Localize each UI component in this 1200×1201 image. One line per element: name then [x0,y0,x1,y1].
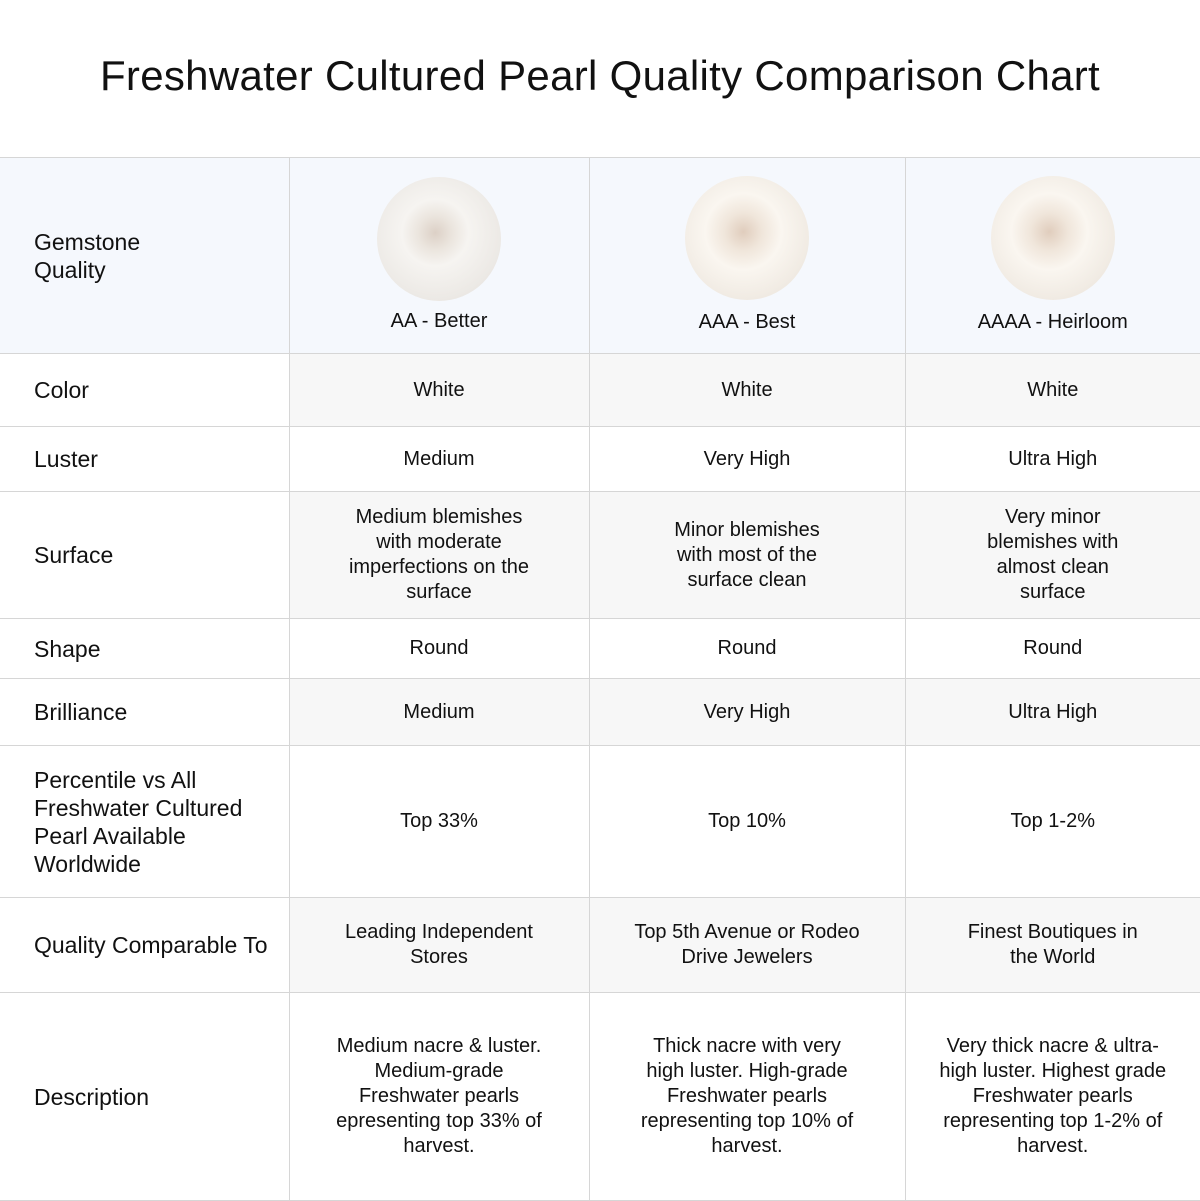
grade-aaaa: AAAA - Heirloom [904,157,1200,354]
row-value: Very minor blemishes with almost clean s… [904,491,1200,619]
row-label: Surface [0,491,290,619]
pearl-image [685,176,809,300]
row-value: Very thick nacre & ultra-high luster. Hi… [904,992,1200,1201]
row-label: Brilliance [0,678,290,746]
row-label: Percentile vs All Freshwater Cultured Pe… [0,745,290,898]
header-label: Gemstone Quality [0,157,290,354]
row-value: Round [588,618,906,679]
table-row: Luster Medium Very High Ultra High [0,426,1200,492]
row-value: Leading Independent Stores [288,897,590,993]
comparison-table: Gemstone Quality AA - Better AAA - Best … [0,157,1200,1201]
grade-aaa: AAA - Best [588,157,906,354]
pearl-image [377,177,501,301]
row-value: Medium [288,426,590,492]
row-label: Color [0,353,290,427]
row-value: Medium blemishes with moderate imperfect… [288,491,590,619]
table-row: Description Medium nacre & luster. Medium… [0,992,1200,1201]
row-value: Top 5th Avenue or Rodeo Drive Jewelers [588,897,906,993]
table-row: Surface Medium blemishes with moderate im… [0,491,1200,619]
row-value: Thick nacre with very high luster. High-… [588,992,906,1201]
row-value: Top 33% [288,745,590,898]
row-value: White [904,353,1200,427]
row-label: Description [0,992,290,1201]
table-row: Percentile vs All Freshwater Cultured Pe… [0,745,1200,898]
row-value: Round [904,618,1200,679]
pearl-image [990,176,1115,300]
row-value: White [588,353,906,427]
row-label: Quality Comparable To [0,897,290,993]
row-value: Medium nacre & luster. Medium-grade Fres… [288,992,590,1201]
row-value: Top 10% [588,745,906,898]
row-label: Luster [0,426,290,492]
table-row: Quality Comparable To Leading Independent… [0,897,1200,993]
row-label: Shape [0,618,290,679]
row-value: Top 1-2% [904,745,1200,898]
table-row: Brilliance Medium Very High Ultra High [0,678,1200,746]
table-row: Shape Round Round Round [0,618,1200,679]
row-value: Minor blemishes with most of the surface… [588,491,906,619]
grade-aa: AA - Better [288,157,590,354]
row-value: Ultra High [904,426,1200,492]
row-value: Very High [588,678,906,746]
row-value: Very High [588,426,906,492]
row-value: Round [288,618,590,679]
row-value: Ultra High [904,678,1200,746]
row-value: Medium [288,678,590,746]
table-row: Color White White White [0,353,1200,427]
header-row: Gemstone Quality AA - Better AAA - Best … [0,157,1200,354]
row-value: Finest Boutiques in the World [904,897,1200,993]
row-value: White [288,353,590,427]
page-title: Freshwater Cultured Pearl Quality Compar… [99,52,1101,99]
